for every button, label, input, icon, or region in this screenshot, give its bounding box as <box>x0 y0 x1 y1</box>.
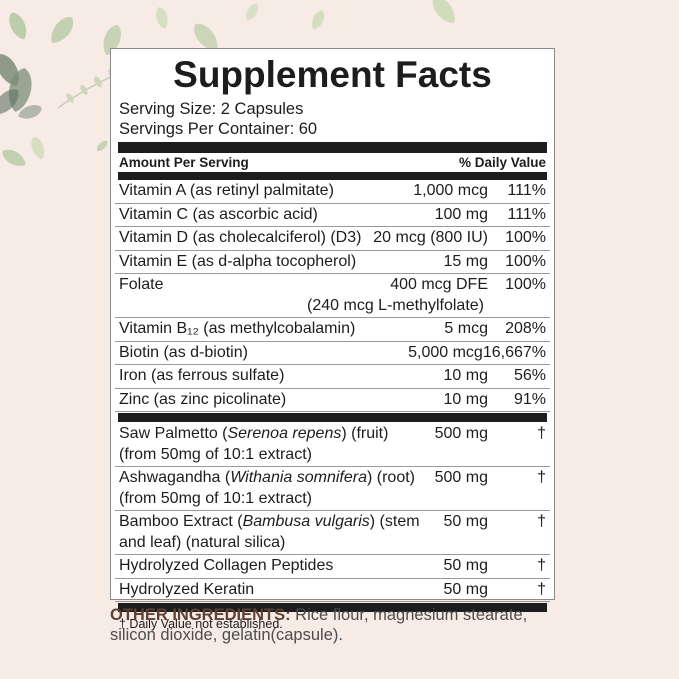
row-ingredient-name: Vitamin C (as ascorbic acid) <box>119 205 318 223</box>
row-ingredient-name: Folate <box>119 276 164 293</box>
other-ingredients: OTHER INGREDIENTS: Rice flour, magnesium… <box>110 605 560 645</box>
botanical-table: Saw Palmetto (Serenoa repens) (fruit) 500… <box>115 423 550 602</box>
thick-divider-bar <box>118 413 547 422</box>
row-daily-value: 100% <box>505 229 546 246</box>
row-ingredient-name: Vitamin B₁₂ (as methylcobalamin) <box>119 320 356 337</box>
row-amount: 10 mg <box>443 390 488 408</box>
table-row: Vitamin D (as cholecalciferol) (D3) 20 mc… <box>115 227 550 251</box>
table-row: Vitamin E (as d-alpha tocopherol) 15 mg 10… <box>115 251 550 274</box>
supplement-facts-panel: Supplement Facts Serving Size: 2 Capsule… <box>110 48 555 631</box>
table-row: Vitamin B₁₂ (as methylcobalamin) 5 mcg 208… <box>115 318 550 342</box>
table-row: Hydrolyzed Keratin 50 mg † <box>115 579 550 602</box>
row-continuation-line: (from 50mg of 10:1 extract) <box>119 445 312 463</box>
row-daily-value: † <box>537 469 546 486</box>
row-amount: 50 mg <box>443 557 488 574</box>
row-amount: 15 mg <box>443 252 488 270</box>
row-amount: 50 mg <box>443 513 488 530</box>
row-amount: 1,000 mcg <box>413 182 488 199</box>
row-ingredient-name: Ashwagandha (Withania somnifera) (root) <box>119 469 415 486</box>
row-ingredient-name: Hydrolyzed Keratin <box>119 580 255 598</box>
table-row: Biotin (as d-biotin) 5,000 mcg 16,667% <box>115 342 550 365</box>
row-daily-value: 100% <box>505 276 546 293</box>
row-amount: 500 mg <box>434 469 488 486</box>
servings-per-container: Servings Per Container: 60 <box>119 120 318 138</box>
column-header-daily-value: % Daily Value <box>458 155 546 170</box>
table-row: Saw Palmetto (Serenoa repens) (fruit) 500… <box>115 423 550 467</box>
table-row: Zinc (as zinc picolinate) 10 mg 91% <box>115 389 550 412</box>
row-ingredient-name: Vitamin D (as cholecalciferol) (D3) <box>119 229 362 246</box>
serving-size: Serving Size: 2 Capsules <box>119 100 304 118</box>
row-amount: 10 mg <box>443 367 488 384</box>
thick-divider-bar <box>118 172 547 180</box>
row-amount: 5,000 mcg <box>408 343 483 361</box>
row-ingredient-name: Biotin (as d-biotin) <box>119 343 248 361</box>
table-row: Vitamin C (as ascorbic acid) 100 mg 111% <box>115 204 550 227</box>
column-header-amount: Amount Per Serving <box>119 155 249 170</box>
row-ingredient-name: Bamboo Extract (Bambusa vulgaris) (stem <box>119 513 420 530</box>
column-header-row: Amount Per Serving % Daily Value <box>115 153 550 172</box>
row-amount: 500 mg <box>434 425 488 442</box>
row-daily-value: † <box>537 425 546 442</box>
table-row: Hydrolyzed Collagen Peptides 50 mg † <box>115 555 550 579</box>
thick-divider-bar <box>118 603 547 612</box>
row-amount: 5 mcg <box>444 320 488 337</box>
row-daily-value: † <box>537 580 546 598</box>
row-continuation-line: (240 mcg L-methylfolate) <box>307 296 484 314</box>
table-row: Ashwagandha (Withania somnifera) (root) 5… <box>115 467 550 511</box>
row-amount: 400 mcg DFE <box>390 276 488 293</box>
table-row: Vitamin A (as retinyl palmitate) 1,000 mc… <box>115 180 550 204</box>
row-daily-value: 100% <box>505 252 546 270</box>
row-daily-value: 111% <box>507 182 546 199</box>
row-daily-value: † <box>537 513 546 530</box>
other-ingredients-label: OTHER INGREDIENTS: <box>110 606 291 624</box>
row-continuation-line: (from 50mg of 10:1 extract) <box>119 489 312 507</box>
daily-value-footnote: † Daily Value not established. <box>119 617 283 631</box>
row-daily-value: 111% <box>507 205 546 223</box>
row-daily-value: 91% <box>513 390 546 408</box>
nutrient-table: Vitamin A (as retinyl palmitate) 1,000 mc… <box>115 180 550 412</box>
table-row: Bamboo Extract (Bambusa vulgaris) (stem 5… <box>115 511 550 555</box>
row-ingredient-name: Vitamin E (as d-alpha tocopherol) <box>119 252 357 270</box>
table-row: Iron (as ferrous sulfate) 10 mg 56% <box>115 365 550 389</box>
row-ingredient-name: Vitamin A (as retinyl palmitate) <box>119 182 334 199</box>
row-daily-value: † <box>537 557 546 574</box>
row-amount: 20 mcg (800 IU) <box>373 229 488 246</box>
row-amount: 100 mg <box>434 205 488 223</box>
row-daily-value: 16,667% <box>482 343 546 361</box>
row-ingredient-name: Hydrolyzed Collagen Peptides <box>119 557 334 574</box>
other-ingredients-text: Rice flour, magnesium stearate, silicon … <box>110 606 528 644</box>
row-daily-value: 56% <box>513 367 546 384</box>
row-continuation-line: and leaf) (natural silica) <box>119 533 286 551</box>
panel-title: Supplement Facts <box>173 54 492 95</box>
row-amount: 50 mg <box>443 580 488 598</box>
row-ingredient-name: Iron (as ferrous sulfate) <box>119 367 285 384</box>
row-ingredient-name: Zinc (as zinc picolinate) <box>119 390 287 408</box>
table-row: Folate 400 mcg DFE 100% (240 mcg L-methylfo… <box>115 274 550 318</box>
row-ingredient-name: Saw Palmetto (Serenoa repens) (fruit) <box>119 425 389 442</box>
row-daily-value: 208% <box>505 320 546 337</box>
thick-divider-bar <box>118 142 547 153</box>
